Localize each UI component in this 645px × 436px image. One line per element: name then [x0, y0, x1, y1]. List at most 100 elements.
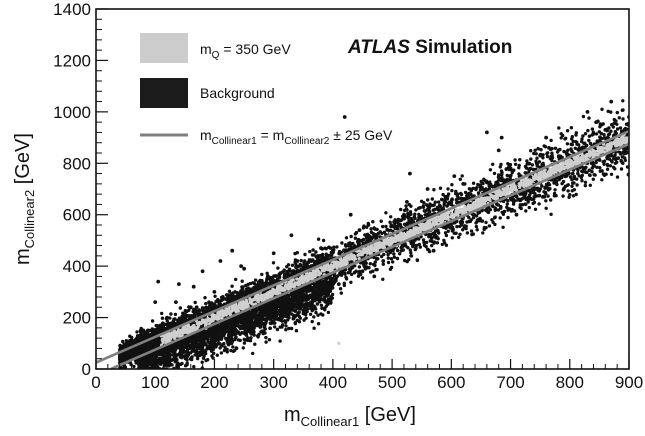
background-point	[349, 234, 353, 239]
background-point	[469, 192, 473, 196]
background-point	[395, 248, 400, 253]
background-point	[361, 226, 366, 230]
background-point	[381, 262, 385, 266]
background-point	[459, 191, 463, 196]
background-point	[583, 145, 587, 149]
background-point	[498, 165, 502, 169]
background-point	[488, 208, 492, 212]
background-point	[581, 170, 585, 174]
background-point	[471, 186, 475, 191]
background-point	[620, 161, 624, 165]
background-point	[458, 177, 462, 181]
background-point	[580, 179, 584, 183]
background-point	[442, 201, 446, 205]
background-point	[582, 166, 587, 170]
background-point	[484, 220, 488, 225]
background-point	[598, 135, 602, 139]
background-point	[386, 228, 390, 232]
background-point	[407, 257, 411, 262]
background-point	[426, 207, 430, 211]
background-point	[425, 212, 430, 216]
background-point	[356, 240, 360, 244]
background-point	[469, 229, 474, 233]
background-point	[480, 185, 484, 190]
background-point	[474, 224, 479, 229]
background-point	[465, 231, 470, 235]
background-point	[253, 278, 258, 282]
background-point	[460, 196, 464, 201]
background-point	[611, 125, 615, 129]
background-point	[475, 228, 479, 232]
background-point	[477, 210, 482, 214]
background-point	[545, 154, 550, 159]
background-point	[575, 140, 579, 145]
background-point	[450, 229, 454, 233]
background-point	[577, 143, 581, 147]
background-point	[609, 172, 614, 176]
background-point	[517, 163, 521, 168]
background-point	[592, 173, 596, 177]
background-point	[587, 134, 592, 138]
background-point	[472, 212, 476, 217]
background-point	[230, 284, 234, 288]
background-point	[227, 289, 232, 293]
background-point	[346, 271, 351, 275]
background-point	[600, 107, 604, 112]
background-point	[411, 240, 415, 244]
background-point	[583, 180, 588, 184]
background-point	[587, 116, 591, 120]
background-point	[554, 194, 558, 198]
background-point	[283, 276, 287, 280]
background-point	[454, 231, 458, 235]
background-point	[570, 178, 574, 182]
background-point	[119, 372, 122, 375]
background-point	[213, 303, 217, 307]
background-point	[409, 254, 413, 258]
background-point	[533, 194, 537, 199]
background-point	[348, 241, 352, 245]
background-point	[349, 280, 353, 284]
background-point	[613, 167, 617, 171]
background-point	[389, 223, 393, 227]
background-point	[323, 246, 327, 250]
background-point	[430, 243, 434, 248]
background-point	[533, 148, 537, 152]
background-point	[474, 187, 478, 192]
background-point	[566, 189, 570, 193]
background-point	[523, 195, 527, 200]
background-point	[493, 222, 497, 227]
background-point	[584, 170, 588, 175]
background-point	[602, 173, 607, 177]
background-point	[600, 178, 604, 182]
background-point	[314, 255, 318, 259]
background-point	[567, 171, 571, 175]
background-point	[496, 203, 501, 207]
background-point	[590, 127, 595, 131]
background-point	[553, 188, 557, 192]
background-point	[543, 186, 547, 190]
background-point	[417, 242, 421, 247]
background-point	[469, 218, 473, 222]
background-point	[438, 186, 443, 190]
background-point	[415, 258, 419, 262]
background-point	[118, 355, 122, 360]
background-point	[462, 225, 466, 230]
background-point	[528, 193, 532, 197]
background-point	[120, 345, 124, 349]
background-point	[360, 276, 365, 280]
background-point	[601, 160, 605, 164]
background-point	[469, 189, 473, 193]
background-point	[577, 146, 581, 151]
background-point	[314, 250, 318, 254]
background-point	[539, 148, 543, 152]
background-point	[621, 99, 625, 103]
background-point	[535, 156, 539, 160]
background-point	[545, 152, 549, 156]
background-point	[481, 231, 485, 235]
background-point	[172, 372, 175, 375]
background-point	[497, 176, 501, 180]
background-point	[555, 150, 560, 154]
background-point	[615, 122, 619, 127]
background-point	[512, 209, 517, 213]
background-point	[167, 321, 171, 326]
